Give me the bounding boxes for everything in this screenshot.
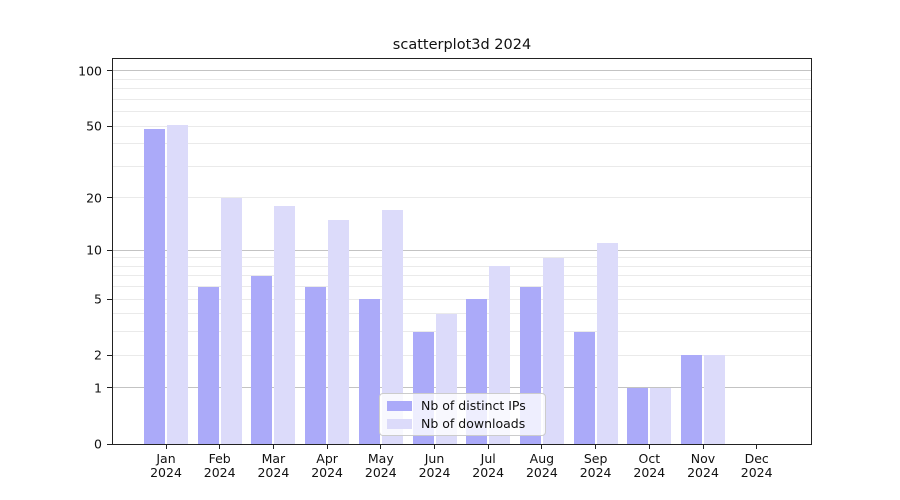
- x-tick-label-feb: Feb 2024: [203, 451, 236, 481]
- bar-downloads-jan: [167, 124, 188, 444]
- x-tick-oct: [648, 444, 650, 449]
- legend-swatch-distinct-ips: [387, 400, 412, 411]
- bar-distinct_ips-mar: [251, 275, 273, 444]
- x-tick-apr: [326, 444, 328, 449]
- bar-downloads-apr: [328, 219, 350, 444]
- gridline-3: [113, 331, 811, 333]
- x-tick-may: [380, 444, 382, 449]
- x-tick-dec: [756, 444, 758, 449]
- legend-label-downloads: Nb of downloads: [421, 416, 526, 431]
- bar-distinct_ips-oct: [627, 387, 649, 444]
- x-tick-label-nov: Nov 2024: [687, 451, 719, 481]
- gridline-90: [113, 78, 811, 80]
- gridline-9: [113, 257, 811, 259]
- bar-downloads-nov: [704, 355, 725, 444]
- bar-downloads-oct: [650, 387, 672, 444]
- legend-swatch-downloads: [387, 418, 412, 429]
- x-tick-nov: [702, 444, 704, 449]
- y-tick-10: [107, 249, 112, 251]
- bar-downloads-mar: [274, 205, 296, 444]
- y-tick-label-1: 1: [94, 380, 102, 396]
- legend-item-distinct-ips: Nb of distinct IPs: [380, 398, 545, 413]
- x-tick-label-jan: Jan 2024: [150, 451, 182, 481]
- gridline-4: [113, 313, 811, 315]
- x-tick-feb: [219, 444, 221, 449]
- x-tick-aug: [541, 444, 543, 449]
- gridline-100: [113, 70, 811, 72]
- y-tick-100: [107, 70, 112, 72]
- x-tick-label-jul: Jul 2024: [472, 451, 505, 481]
- gridline-80: [113, 88, 811, 90]
- bar-distinct_ips-feb: [197, 286, 219, 444]
- y-tick-1: [107, 387, 112, 389]
- x-tick-label-oct: Oct 2024: [633, 451, 666, 481]
- y-tick-label-0: 0: [94, 436, 102, 452]
- x-tick-label-may: May 2024: [364, 451, 397, 481]
- legend: Nb of distinct IPs Nb of downloads: [379, 393, 546, 436]
- gridline-70: [113, 98, 811, 100]
- bar-downloads-aug: [542, 257, 564, 444]
- x-tick-mar: [272, 444, 274, 449]
- legend-label-distinct-ips: Nb of distinct IPs: [421, 398, 526, 413]
- gridline-50: [113, 125, 811, 127]
- y-tick-label-10: 10: [86, 242, 102, 258]
- bar-distinct_ips-sep: [573, 331, 595, 444]
- plot-area: [112, 58, 812, 445]
- gridline-5: [113, 298, 811, 300]
- x-tick-label-dec: Dec 2024: [740, 451, 773, 481]
- y-tick-label-20: 20: [86, 190, 102, 206]
- bar-downloads-may: [381, 210, 403, 444]
- gridline-60: [113, 111, 811, 113]
- gridline-40: [113, 143, 811, 145]
- bar-distinct_ips-may: [358, 299, 380, 444]
- y-tick-label-2: 2: [94, 347, 102, 363]
- gridline-10: [113, 249, 811, 251]
- y-tick-label-5: 5: [94, 291, 102, 307]
- bar-downloads-feb: [220, 197, 242, 444]
- chart-title: scatterplot3d 2024: [392, 37, 532, 53]
- y-tick-0: [107, 443, 112, 445]
- gridline-6: [113, 286, 811, 288]
- y-tick-2: [107, 354, 112, 356]
- x-tick-label-sep: Sep 2024: [579, 451, 612, 481]
- y-tick-20: [107, 197, 112, 199]
- x-tick-label-apr: Apr 2024: [311, 451, 343, 481]
- bar-distinct_ips-nov: [681, 355, 702, 444]
- x-tick-label-mar: Mar 2024: [257, 451, 290, 481]
- bar-downloads-sep: [596, 243, 618, 444]
- gridline-8: [113, 265, 811, 267]
- x-tick-jun: [434, 444, 435, 449]
- x-tick-jan: [165, 444, 167, 449]
- gridline-30: [113, 165, 811, 167]
- x-tick-sep: [595, 444, 597, 449]
- y-tick-label-100: 100: [78, 63, 102, 79]
- gridline-20: [113, 197, 811, 199]
- y-tick-label-50: 50: [86, 118, 102, 134]
- x-tick-label-aug: Aug 2024: [525, 451, 558, 481]
- gridline-7: [113, 275, 811, 277]
- x-tick-jul: [487, 444, 489, 449]
- x-tick-label-jun: Jun 2024: [418, 451, 451, 481]
- y-tick-5: [107, 298, 112, 300]
- gridline-2: [113, 354, 811, 356]
- legend-item-downloads: Nb of downloads: [380, 416, 545, 431]
- y-tick-50: [107, 125, 112, 127]
- bar-distinct_ips-apr: [305, 286, 327, 444]
- gridline-1: [113, 387, 811, 389]
- bar-distinct_ips-jan: [144, 129, 165, 444]
